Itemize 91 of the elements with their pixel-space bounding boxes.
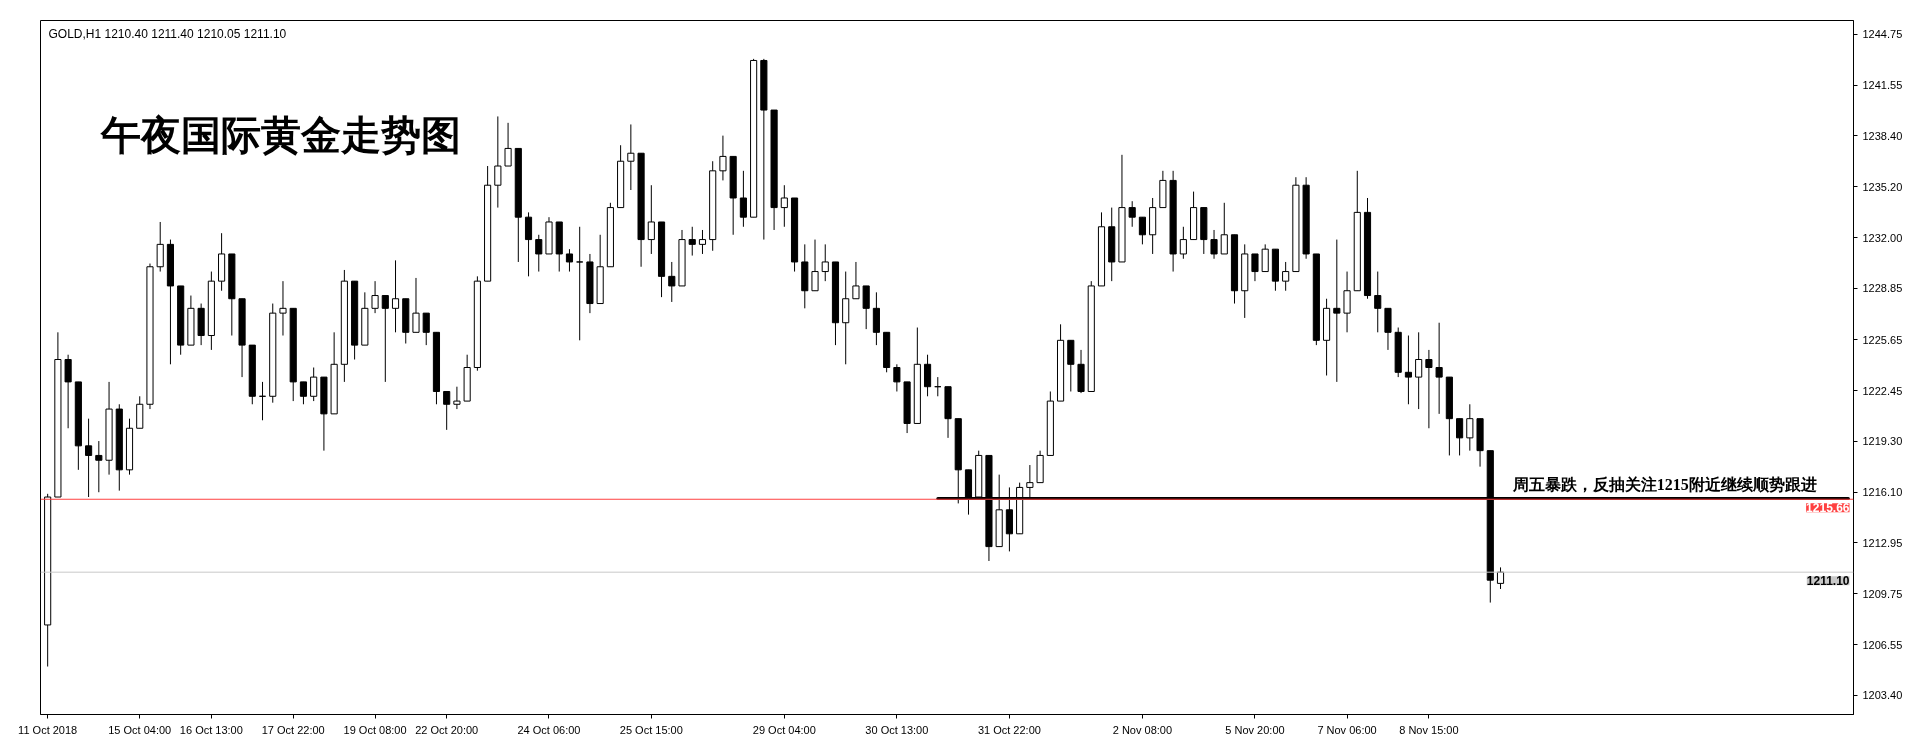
- x-tick-label: 31 Oct 22:00: [977, 723, 1041, 736]
- candlestick: [719, 135, 727, 181]
- x-tick-label: 7 Nov 06:00: [1317, 723, 1377, 736]
- candlestick: [780, 184, 788, 228]
- ref-line-label: 1215.66: [1806, 501, 1850, 516]
- ref-line-label: 1211.10: [1806, 574, 1850, 589]
- candlestick: [1067, 339, 1075, 392]
- candlestick: [1456, 418, 1464, 456]
- candlestick: [576, 226, 584, 341]
- candlestick: [1179, 226, 1187, 260]
- candlestick: [842, 271, 850, 365]
- y-tick-label: 1203.40: [1862, 689, 1903, 702]
- candlestick: [688, 226, 696, 257]
- candlestick: [1343, 271, 1351, 333]
- candlestick: [1333, 239, 1341, 383]
- y-tick-label: 1232.00: [1862, 231, 1903, 244]
- x-tick-label: 11 Oct 2018: [18, 723, 78, 736]
- annotation: 周五暴跌，反抽关注1215附近继续顺势跟进: [1511, 475, 1817, 493]
- candlestick: [422, 312, 430, 346]
- candlestick: [739, 170, 747, 228]
- candlestick: [443, 390, 451, 431]
- candlestick: [494, 115, 502, 209]
- candlestick: [1138, 216, 1146, 245]
- candlestick: [565, 248, 574, 273]
- x-tick-label: 25 Oct 15:00: [619, 723, 683, 736]
- candlestick: [371, 280, 379, 314]
- candlestick: [1404, 335, 1412, 405]
- candlestick: [535, 234, 543, 273]
- candlestick: [64, 354, 72, 429]
- text: GOLD,H1 1210.40 1211.40 1210.05 1211.10: [48, 26, 287, 41]
- candlestick: [1128, 200, 1136, 228]
- y-tick-label: 1238.40: [1862, 129, 1903, 142]
- candlestick: [821, 243, 829, 282]
- candlestick: [647, 184, 655, 255]
- x-tick-label: 5 Nov 20:00: [1225, 723, 1285, 736]
- y-tick-label: 1212.95: [1862, 536, 1903, 549]
- y-tick-label: 1216.10: [1862, 486, 1903, 499]
- y-tick-label: 1219.30: [1862, 435, 1903, 448]
- x-tick-label: 15 Oct 04:00: [108, 723, 172, 736]
- y-tick-label: 1206.55: [1862, 638, 1903, 651]
- candlestick: [391, 259, 400, 333]
- x-tick-label: 19 Oct 08:00: [343, 723, 407, 736]
- candlestick: [1466, 403, 1474, 452]
- candlestick: [1251, 253, 1259, 282]
- candlestick: [1435, 322, 1443, 415]
- x-tick-label: 30 Oct 13:00: [865, 723, 929, 736]
- candlestick: [1261, 243, 1269, 273]
- candlestick: [852, 261, 860, 300]
- candlestick: [1425, 349, 1433, 429]
- x-tick-label: 29 Oct 04:00: [752, 723, 816, 736]
- y-tick-label: 1222.45: [1862, 384, 1903, 397]
- x-tick-label: 16 Oct 13:00: [179, 723, 243, 736]
- candlestick: [1384, 307, 1392, 351]
- candlestick: [872, 291, 880, 346]
- candlestick: [627, 123, 635, 191]
- candlestick: [862, 285, 870, 330]
- candlestick: [668, 261, 676, 303]
- x-tick-label: 24 Oct 06:00: [517, 723, 581, 736]
- x-tick-label: 22 Oct 20:00: [415, 723, 479, 736]
- y-tick-label: 1235.20: [1862, 180, 1903, 193]
- candlestick: [811, 239, 819, 292]
- candlestick: [136, 395, 144, 429]
- y-tick-label: 1209.75: [1862, 587, 1903, 600]
- candlestick: [85, 418, 93, 498]
- candlestick: [1282, 261, 1290, 292]
- candlestick: [1496, 566, 1505, 590]
- candlestick: [698, 229, 707, 255]
- candlestick: [1220, 202, 1228, 255]
- candlestick: [504, 122, 512, 167]
- x-tick-label: 2 Nov 08:00: [1112, 723, 1173, 736]
- candlestick: [1374, 271, 1382, 333]
- candlestick: [279, 280, 287, 337]
- candlestick: [1210, 229, 1218, 260]
- candlestick: [412, 277, 420, 333]
- candlestick: [95, 440, 103, 493]
- candlestick: [310, 367, 318, 402]
- candlestick: [524, 211, 533, 277]
- y-tick-label: 1241.55: [1862, 79, 1903, 92]
- candlestick: [1415, 331, 1423, 410]
- x-tick-label: 17 Oct 22:00: [261, 723, 325, 736]
- text: 午夜国际黄金走势图: [99, 113, 461, 158]
- candlestick: [453, 386, 461, 410]
- x-tick-label: 8 Nov 15:00: [1399, 723, 1459, 736]
- y-tick-label: 1228.85: [1862, 282, 1903, 295]
- candlestick: [156, 221, 164, 273]
- candlestick: [381, 295, 389, 383]
- candlestick: [893, 363, 901, 392]
- candlestick: [299, 381, 308, 405]
- y-tick-label: 1244.75: [1862, 28, 1903, 41]
- y-tick-label: 1225.65: [1862, 333, 1903, 346]
- candlestick: [923, 354, 932, 397]
